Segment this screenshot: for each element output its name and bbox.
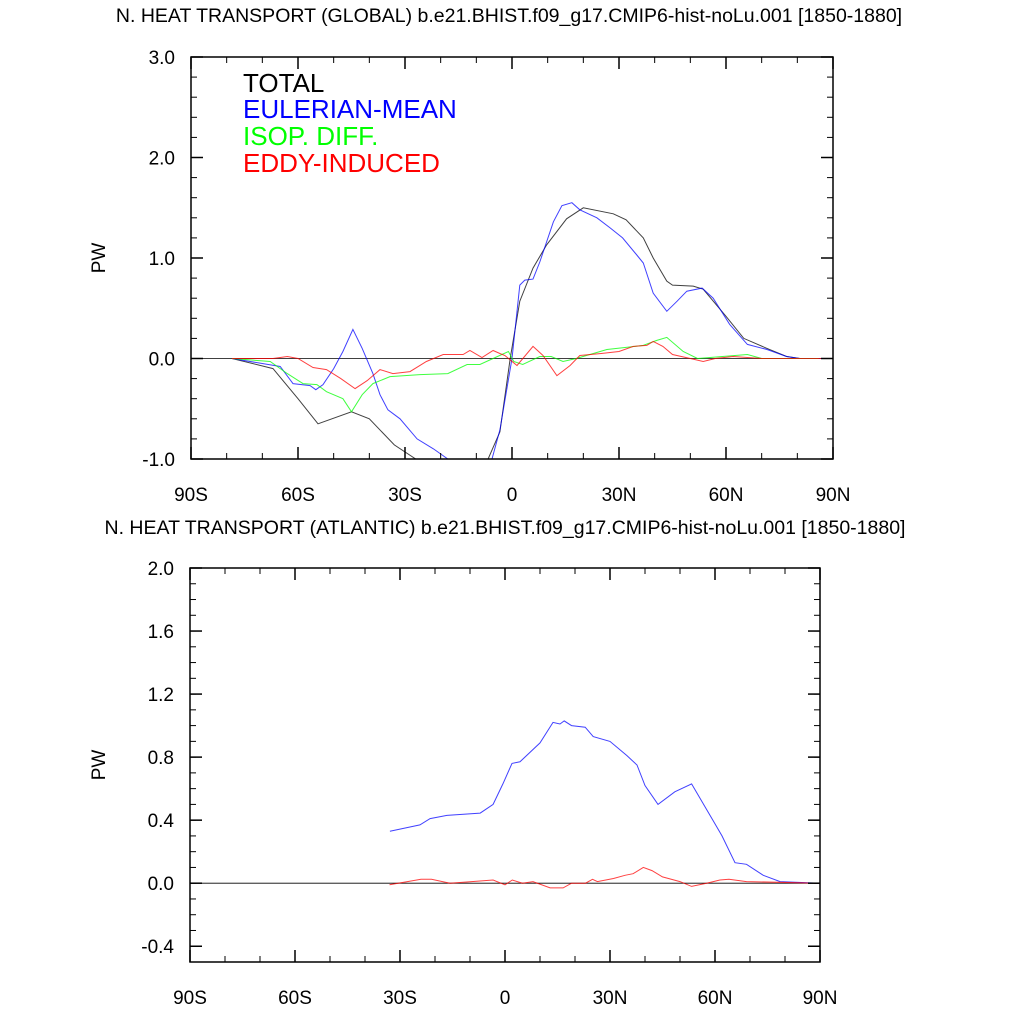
x-tick-label: 90S (173, 988, 207, 1009)
legend: TOTAL EULERIAN-MEAN ISOP. DIFF. EDDY-IND… (243, 68, 457, 178)
y-tick-label: -1.0 (142, 450, 175, 471)
y-tick-label: 0.8 (148, 748, 174, 769)
plot2-ylabel: PW (89, 750, 110, 781)
series-line-1 (389, 866, 820, 889)
x-tick-label: 60N (698, 988, 733, 1009)
series-line-eddy-induced (232, 340, 833, 390)
plot-frame (189, 567, 821, 963)
series-line-eulerian-mean (231, 202, 833, 459)
y-tick-label: 1.2 (148, 685, 174, 706)
y-tick-label: -0.4 (141, 937, 174, 958)
y-tick-label: 0.0 (149, 350, 175, 371)
legend-total: TOTAL (243, 68, 324, 98)
series-line-isop-diff- (231, 336, 819, 413)
legend-isop-diff: ISOP. DIFF. (243, 121, 378, 151)
x-tick-label: 30N (602, 485, 637, 506)
plot1-title: N. HEAT TRANSPORT (GLOBAL) b.e21.BHIST.f… (116, 5, 902, 27)
legend-eddy-induced: EDDY-INDUCED (243, 148, 440, 178)
y-tick-label: 2.0 (149, 149, 175, 170)
x-tick-label: 60N (709, 485, 744, 506)
x-tick-label: 90S (174, 485, 208, 506)
x-tick-label: 60S (278, 988, 312, 1009)
y-tick-label: 2.0 (148, 559, 174, 580)
y-tick-label: 3.0 (149, 48, 175, 69)
x-tick-label: 30S (383, 988, 417, 1009)
x-tick-label: 90N (816, 485, 851, 506)
x-tick-label: 0 (507, 485, 518, 506)
y-tick-label: 0.4 (148, 811, 175, 832)
x-tick-label: 90N (803, 988, 838, 1009)
x-tick-label: 0 (500, 988, 511, 1009)
x-tick-label: 30N (593, 988, 628, 1009)
legend-eulerian-mean: EULERIAN-MEAN (243, 94, 457, 124)
y-tick-label: 1.6 (148, 622, 174, 643)
y-tick-label: 0.0 (148, 874, 174, 895)
plot2-title: N. HEAT TRANSPORT (ATLANTIC) b.e21.BHIST… (105, 517, 906, 539)
x-tick-label: 30S (388, 485, 422, 506)
plot1-ylabel: PW (89, 243, 110, 274)
series-line-0 (389, 720, 820, 884)
x-tick-label: 60S (281, 485, 315, 506)
y-tick-label: 1.0 (149, 249, 175, 270)
series-line-total (231, 207, 833, 459)
